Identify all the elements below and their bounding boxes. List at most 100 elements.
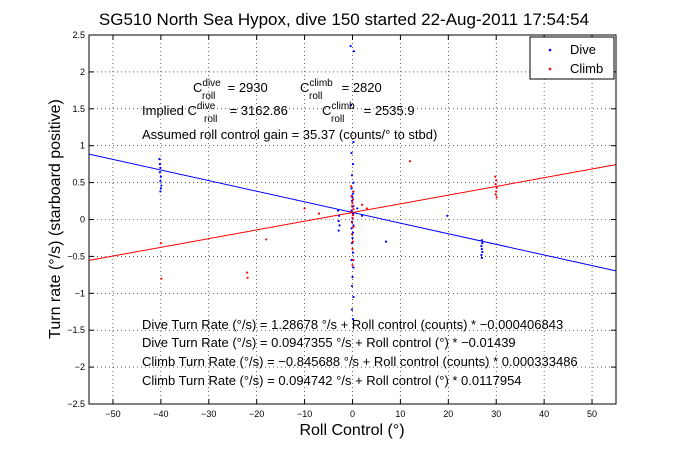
climb-point [265,238,268,241]
implied-climb-value: = 2535.9 [360,103,415,118]
climb-point [246,271,249,274]
implied-dive-value: = 3162.86 [226,103,288,118]
c-roll-dive-sub: roll [202,91,215,102]
dive-point [352,181,355,184]
climb-point [495,186,498,189]
dive-point [350,151,353,155]
c-roll-climb-value: = 2820 [338,80,382,95]
climb-point [495,190,498,193]
c-roll-climb-sub: roll [309,91,322,102]
climb-point [365,207,368,210]
dive-point [337,219,340,223]
dive-point [356,207,359,210]
dive-point [160,184,163,187]
climb-point [494,182,497,186]
dive-point [480,239,483,242]
dive-point [351,275,354,279]
dive-point [352,140,355,144]
x-tick-label: 0 [350,409,355,419]
x-tick-label: −10 [297,409,312,419]
climb-point [352,208,355,211]
climb-point [349,185,353,188]
dive-point [351,192,355,195]
dive-point [158,171,162,174]
implied-climb-sup: climb [331,101,355,112]
implied-dive-sub: roll [204,114,217,125]
dive-point [350,284,354,288]
climb-point [159,242,162,245]
y-tick-label: 2.5 [72,30,85,40]
dive-point [158,157,161,161]
dive-point [159,187,162,190]
climb-point [495,196,498,199]
climb-point [360,203,364,206]
dive-point [480,247,483,251]
y-tick-label: −2.5 [67,399,85,409]
grid [89,35,616,404]
climb-point [351,213,355,217]
roll-gain-annotation: Assumed roll control gain = 35.37 (count… [142,127,437,142]
chart-title: SG510 North Sea Hypox, dive 150 started … [99,10,589,29]
dive-point [351,251,355,254]
c-roll-climb-symbol: C [300,80,309,95]
dive-point [446,214,449,217]
climb-point [350,221,354,224]
climb-point [352,225,355,228]
x-tick-label: 20 [443,409,453,419]
y-tick-label: −1.5 [67,325,85,335]
y-tick-label: 0.5 [72,178,85,188]
dive-point [480,253,483,257]
y-tick-label: 2 [80,67,85,77]
climb-point [351,216,354,220]
dive-point [337,229,340,232]
x-tick-label: 10 [395,409,405,419]
ticks [89,34,616,405]
dive-point [159,175,162,178]
dive-point [349,44,352,48]
dive-point [384,240,388,243]
x-tick-labels: −50 −40 −30 −20 −10 0 10 20 30 40 50 [105,409,597,419]
x-tick-label: −20 [249,409,264,419]
climb-point [351,198,355,201]
dive-point [159,190,162,193]
dive-point [480,256,483,259]
data-points [158,44,498,321]
legend-climb-label: Climb [570,61,603,76]
dive-point [350,187,353,190]
y-tick-label: −1 [75,288,85,298]
x-tick-label: −40 [153,409,168,419]
c-roll-climb-sup: climb [309,78,333,89]
x-tick-label: 40 [539,409,549,419]
climb-point [350,194,353,197]
implied-dive-lead: Implied [142,103,188,118]
dive-point [349,104,353,107]
dive-point [351,236,354,240]
dive-point [480,244,483,248]
dive-point [350,174,354,177]
climb-point [303,207,306,210]
implied-dive-symbol: C [188,103,197,118]
fit-equation-dive-counts: Dive Turn Rate (°/s) = 1.28678 °/s + Rol… [142,317,563,332]
implied-climb-sub: roll [331,114,344,125]
implied-climb-symbol: C [322,103,331,118]
y-tick-labels: −2.5 −2 −1.5 −1 −0.5 0 0.5 1 1.5 2 2.5 [67,30,85,409]
dive-point [481,242,484,245]
x-tick-label: −30 [201,409,216,419]
axes-frame [88,34,617,405]
x-tick-label: −50 [105,409,120,419]
climb-point [494,193,497,196]
c-roll-dive-annotation: Cdive roll = 2930 [193,78,268,102]
c-roll-dive-symbol: C [193,80,202,95]
y-tick-label: 0 [80,215,85,225]
fit-equation-dive-degrees: Dive Turn Rate (°/s) = 0.0947355 °/s + R… [142,335,516,350]
legend-climb-marker [548,67,552,71]
dive-point [338,224,341,227]
plot-area [88,34,617,405]
climb-point [351,240,355,243]
y-axis-label: Turn rate (°/s) (starboard positive) [47,99,64,339]
dive-point [337,214,341,217]
legend-dive-label: Dive [570,42,596,57]
legend-box [529,36,615,80]
c-roll-dive-value: = 2930 [224,80,268,95]
